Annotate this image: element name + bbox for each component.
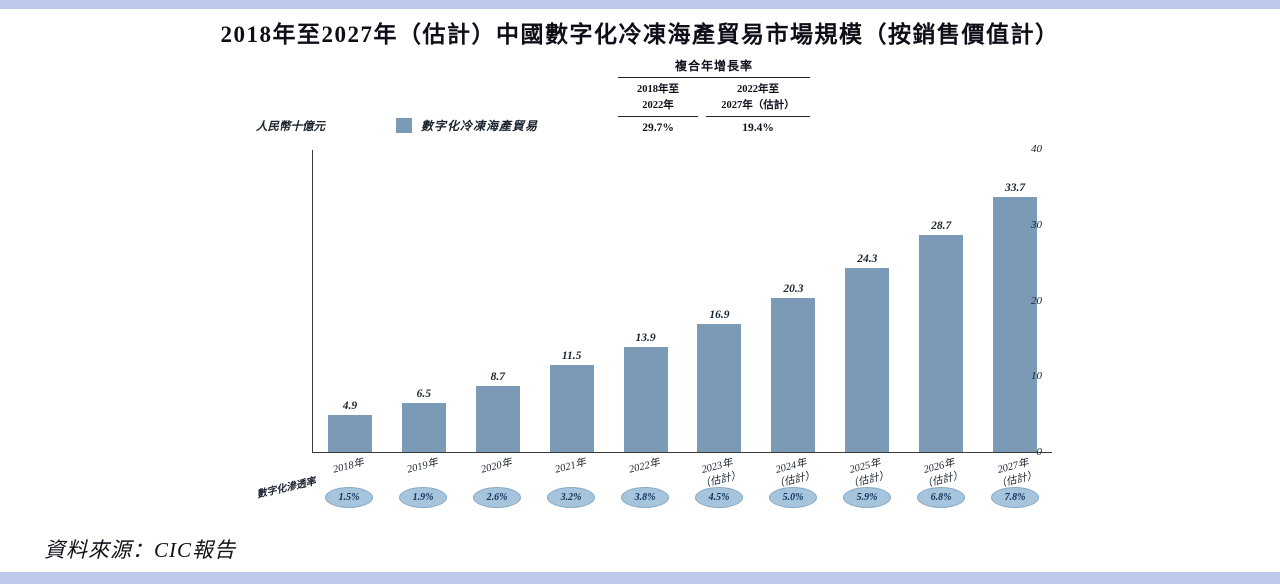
penetration-slot: 3.8%: [608, 487, 682, 508]
cagr-col2-line2: 2027年（估計）: [721, 99, 795, 111]
penetration-badge: 5.9%: [843, 487, 891, 508]
cagr-value: 29.7%: [642, 121, 674, 134]
x-label-slot: 2022年: [608, 457, 682, 488]
cagr-column-label: 2018年至 2022年: [618, 82, 698, 117]
bar-slot: 11.5: [535, 150, 609, 452]
bar-value-label: 8.7: [490, 371, 505, 384]
x-axis-label: 2019年: [406, 457, 440, 476]
bar-value-label: 13.9: [635, 331, 656, 344]
penetration-slot: 3.2%: [534, 487, 608, 508]
bar-slot: 28.7: [904, 150, 978, 452]
bar: [919, 234, 964, 452]
y-tick-label: 30: [1031, 218, 1042, 231]
x-labels-row: 2018年 2019年 2020年 2021年 2022年 2023年 （估計） 2024年（…: [312, 457, 1052, 491]
y-tick-label: 20: [1031, 294, 1042, 307]
penetration-slot: 6.8%: [904, 487, 978, 508]
bar-slot: 20.3: [756, 150, 830, 452]
x-axis-label: 2022年: [628, 457, 662, 476]
bottom-border-strip: [0, 572, 1280, 584]
x-label-slot: 2027年 （估計）: [978, 457, 1052, 491]
x-label-slot: 2019年: [386, 457, 460, 488]
bar-slot: 6.5: [387, 150, 461, 452]
x-label-slot: 2025年 （估計）: [830, 457, 904, 491]
x-axis-label: 2020年: [480, 457, 514, 476]
bar-slot: 8.7: [461, 150, 535, 452]
penetration-badge: 4.5%: [695, 487, 743, 508]
cagr-header: 複合年增長率: [618, 57, 810, 78]
penetration-slot: 1.5%: [312, 487, 386, 508]
penetration-badge: 3.8%: [621, 487, 669, 508]
bar: [993, 196, 1038, 452]
x-axis-label: 2018年: [332, 457, 366, 476]
bar-slot: 24.3: [830, 150, 904, 452]
bar: [549, 364, 594, 452]
penetration-badge: 3.2%: [547, 487, 595, 508]
cagr-values: 29.7% 19.4%: [618, 122, 810, 134]
cagr-column-label: 2022年至 2027年（估計）: [706, 82, 810, 117]
penetration-slot: 4.5%: [682, 487, 756, 508]
bar-slot: 4.9: [313, 150, 387, 452]
bar: [771, 298, 816, 452]
y-tick-label: 10: [1031, 370, 1042, 383]
penetration-badge: 1.5%: [325, 487, 373, 508]
cagr-column-headers: 2018年至 2022年 2022年至 2027年（估計）: [618, 82, 810, 117]
x-axis-label: 2021年: [554, 457, 588, 476]
bar-slot: 33.7: [978, 150, 1052, 452]
bar-slot: 16.9: [683, 150, 757, 452]
x-label-slot: 2026年 （估計）: [904, 457, 978, 491]
bar: [623, 346, 668, 452]
cagr-col1-line1: 2018年至: [637, 84, 679, 95]
bar-value-label: 20.3: [783, 283, 804, 296]
cagr-value: 19.4%: [742, 121, 774, 134]
x-label-slot: 2024年 （估計）: [756, 457, 830, 491]
y-tick-label: 0: [1036, 446, 1043, 458]
cagr-col2-line1: 2022年至: [737, 84, 779, 95]
bar-value-label: 6.5: [416, 387, 432, 400]
x-label-slot: 2021年: [534, 457, 608, 488]
plot-area: 0 10 20 30 40 4.9 6.5 8.7 11.5 13.9 16.9 20.3 24.3 2…: [312, 143, 1052, 458]
bar: [845, 267, 890, 452]
penetration-badge: 5.0%: [769, 487, 817, 508]
legend-swatch-icon: [396, 118, 412, 133]
bar: [327, 414, 372, 452]
penetration-slot: 1.9%: [386, 487, 460, 508]
y-tick-label: 40: [1031, 143, 1042, 155]
bar: [697, 323, 742, 452]
bars-row: 4.9 6.5 8.7 11.5 13.9 16.9 20.3 24.3 28.7 33.7: [313, 150, 1052, 452]
penetration-slot: 7.8%: [978, 487, 1052, 508]
penetration-badge: 7.8%: [991, 487, 1039, 508]
chart-title: 2018年至2027年（估計）中國數字化冷凍海產貿易市場規模（按銷售價值計）: [220, 22, 1060, 47]
bar-value-label: 4.9: [342, 399, 358, 412]
penetration-badge: 2.6%: [473, 487, 521, 508]
cagr-col1-line2: 2022年: [642, 99, 674, 111]
bar: [401, 402, 446, 452]
bar-value-label: 16.9: [709, 308, 730, 321]
x-label-slot: 2020年: [460, 457, 534, 488]
y-axis-unit-label: 人民幣十億元: [256, 121, 325, 133]
penetration-slot: 5.9%: [830, 487, 904, 508]
bar-value-label: 24.3: [857, 252, 878, 265]
bar-value-label: 28.7: [931, 219, 952, 232]
penetration-slot: 2.6%: [460, 487, 534, 508]
x-label-slot: 2023年 （估計）: [682, 457, 756, 491]
bar-value-label: 11.5: [561, 349, 582, 362]
bar-value-label: 33.7: [1005, 181, 1026, 194]
bar: [475, 386, 520, 452]
top-border-strip: [0, 0, 1280, 9]
source-text: 資料來源：CIC報告: [44, 538, 237, 562]
penetration-badge: 6.8%: [917, 487, 965, 508]
cagr-table: 複合年增長率 2018年至 2022年 2022年至 2027年（估計） 29.…: [618, 57, 810, 134]
bar-slot: 13.9: [609, 150, 683, 452]
penetration-slot: 5.0%: [756, 487, 830, 508]
penetration-row: 1.5% 1.9% 2.6% 3.2% 3.8% 4.5% 5.0% 5.9% 6.8% 7.8%: [312, 487, 1052, 508]
legend-label: 數字化冷凍海產貿易: [421, 119, 539, 133]
legend: 數字化冷凍海產貿易: [396, 117, 538, 134]
penetration-badge: 1.9%: [399, 487, 447, 508]
